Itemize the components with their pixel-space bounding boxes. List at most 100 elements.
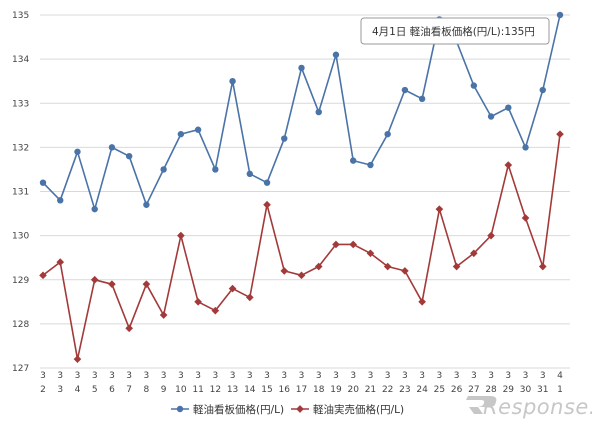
data-point[interactable] xyxy=(521,214,530,222)
x-tick-day: 14 xyxy=(244,385,256,395)
legend-swatch-marker xyxy=(176,405,184,413)
data-point[interactable] xyxy=(522,144,529,151)
data-point[interactable] xyxy=(298,64,305,72)
data-point[interactable] xyxy=(314,262,323,271)
data-point[interactable] xyxy=(108,280,116,288)
x-tick-day: 29 xyxy=(503,385,515,395)
data-point[interactable] xyxy=(125,324,133,333)
data-point[interactable] xyxy=(143,201,150,208)
legend-swatch-marker xyxy=(296,405,304,413)
data-point[interactable] xyxy=(160,166,167,173)
x-tick-month: 3 xyxy=(299,371,305,381)
x-tick-month: 3 xyxy=(109,371,115,381)
x-tick-day: 5 xyxy=(92,385,98,395)
data-point[interactable] xyxy=(332,51,340,58)
x-tick-day: 22 xyxy=(382,385,393,395)
legend-item-series-2[interactable]: 軽油実売価格(円/L) xyxy=(291,403,404,416)
grid-lines xyxy=(40,14,570,369)
x-tick-day: 26 xyxy=(451,385,463,395)
data-point[interactable] xyxy=(504,161,513,169)
y-tick-label: 130 xyxy=(12,232,29,242)
data-point[interactable] xyxy=(384,130,391,138)
data-point[interactable] xyxy=(90,275,99,284)
tooltip-text: 4月1日 軽油看板価格(円/L):135円 xyxy=(372,25,535,38)
data-point[interactable] xyxy=(280,267,289,275)
data-point[interactable] xyxy=(281,135,288,142)
data-point[interactable] xyxy=(349,240,358,249)
x-tick-day: 1 xyxy=(557,385,563,395)
x-tick-month: 3 xyxy=(264,371,270,381)
x-tick-day: 3 xyxy=(57,385,63,395)
data-point[interactable] xyxy=(229,77,236,85)
data-point[interactable] xyxy=(246,170,253,178)
data-point[interactable] xyxy=(297,271,306,280)
legend-label-series-2: 軽油実売価格(円/L) xyxy=(313,403,404,416)
data-point[interactable] xyxy=(91,205,98,213)
data-point[interactable] xyxy=(315,108,322,116)
y-tick-label: 133 xyxy=(12,99,29,109)
data-point[interactable] xyxy=(418,95,426,103)
data-point[interactable] xyxy=(452,262,461,271)
legend-item-series-1[interactable]: 軽油看板価格(円/L) xyxy=(171,403,284,416)
x-axis-ticks: 3233343536373839310311312313314315316317… xyxy=(40,371,563,395)
x-tick-day: 10 xyxy=(175,385,187,395)
response-watermark: Response. xyxy=(466,395,592,419)
data-point[interactable] xyxy=(505,104,512,111)
watermark-logo-icon xyxy=(466,396,497,414)
data-point[interactable] xyxy=(245,293,254,302)
y-axis-ticks: 127 128 129 130 131 132 133 134 135 xyxy=(12,11,29,374)
data-point[interactable] xyxy=(556,130,564,138)
data-point[interactable] xyxy=(211,306,220,315)
data-point[interactable] xyxy=(401,86,409,94)
data-point[interactable] xyxy=(228,284,237,293)
data-point[interactable] xyxy=(177,130,185,138)
data-point[interactable] xyxy=(401,267,409,275)
x-tick-month: 3 xyxy=(57,371,63,381)
data-point[interactable] xyxy=(212,166,219,173)
x-tick-day: 18 xyxy=(313,385,325,395)
data-point[interactable] xyxy=(194,297,202,306)
data-point[interactable] xyxy=(57,197,64,204)
y-tick-label: 134 xyxy=(12,55,29,65)
x-tick-day: 27 xyxy=(468,385,479,395)
x-tick-month: 3 xyxy=(144,371,150,381)
x-tick-day: 6 xyxy=(109,385,115,395)
legend-label-series-1: 軽油看板価格(円/L) xyxy=(193,403,284,416)
x-tick-day: 23 xyxy=(399,385,410,395)
data-point[interactable] xyxy=(142,280,151,288)
data-point[interactable] xyxy=(539,86,546,94)
data-point[interactable] xyxy=(418,297,426,306)
data-point[interactable] xyxy=(556,11,564,19)
data-point[interactable] xyxy=(177,231,185,240)
data-point[interactable] xyxy=(470,82,478,89)
x-tick-month: 3 xyxy=(454,371,460,381)
data-point[interactable] xyxy=(74,148,81,155)
data-point[interactable] xyxy=(125,153,133,160)
data-point[interactable] xyxy=(73,355,82,363)
x-tick-month: 3 xyxy=(350,371,356,381)
data-point[interactable] xyxy=(435,205,444,213)
x-tick-day: 30 xyxy=(520,385,532,395)
x-tick-month: 3 xyxy=(195,371,201,381)
data-point[interactable] xyxy=(39,179,47,186)
data-point[interactable] xyxy=(538,262,547,271)
data-point[interactable] xyxy=(263,179,271,186)
data-point[interactable] xyxy=(263,200,271,209)
data-point[interactable] xyxy=(487,113,495,120)
x-tick-month: 3 xyxy=(178,371,184,381)
data-point[interactable] xyxy=(350,157,357,164)
x-tick-month: 3 xyxy=(75,371,81,381)
data-point[interactable] xyxy=(367,161,374,169)
data-point[interactable] xyxy=(194,126,202,133)
data-point[interactable] xyxy=(383,262,392,271)
x-tick-day: 9 xyxy=(161,385,167,395)
x-tick-month: 3 xyxy=(281,371,287,381)
x-tick-day: 31 xyxy=(537,385,548,395)
x-tick-month: 3 xyxy=(333,371,339,381)
y-tick-label: 132 xyxy=(12,143,29,153)
data-point[interactable] xyxy=(108,144,116,151)
x-tick-month: 3 xyxy=(402,371,408,381)
data-point[interactable] xyxy=(159,311,168,319)
x-tick-month: 3 xyxy=(523,371,529,381)
